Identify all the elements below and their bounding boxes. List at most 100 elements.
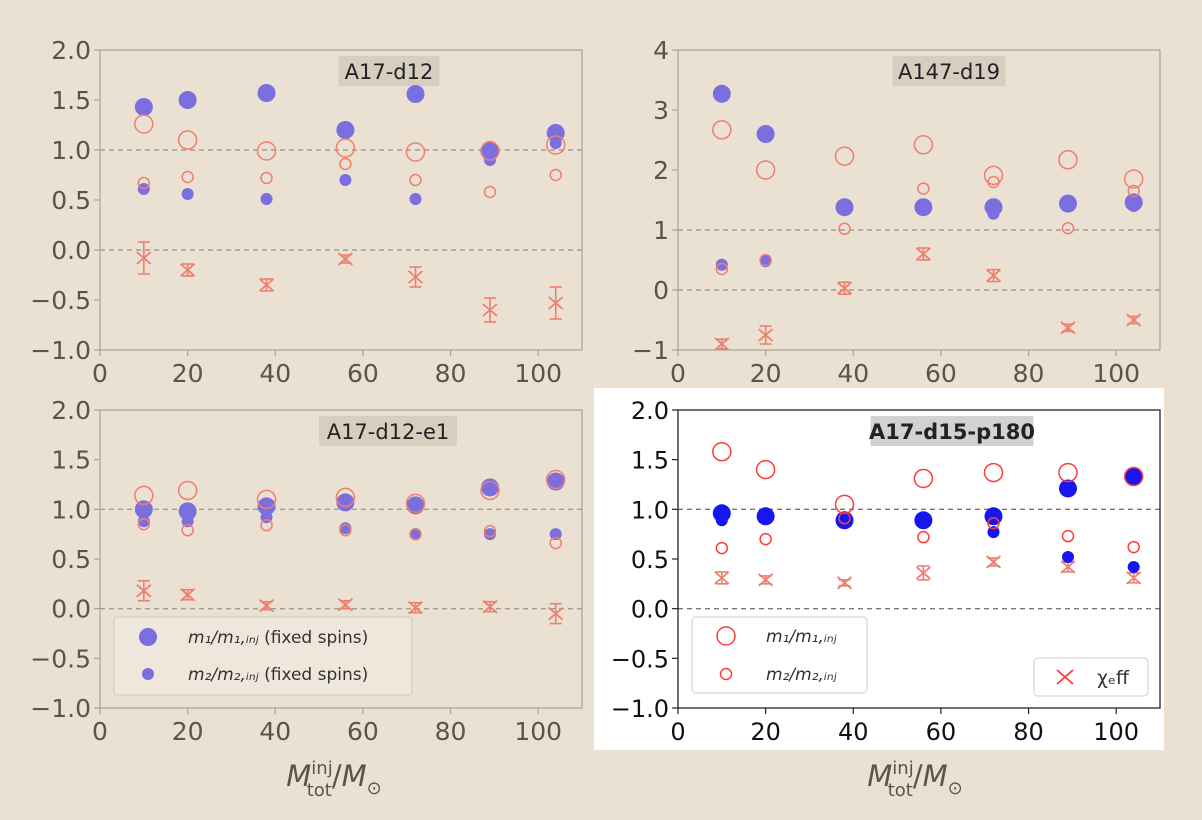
y-tick-label: 2 bbox=[653, 156, 669, 185]
chi-eff-point bbox=[180, 263, 196, 277]
m2-point bbox=[260, 171, 273, 185]
legend-frame bbox=[113, 616, 413, 696]
m2-point bbox=[409, 173, 422, 187]
legend-marker bbox=[716, 626, 736, 646]
x-tick-label: 20 bbox=[172, 717, 204, 746]
panel-title: A147-d19 bbox=[898, 60, 1000, 84]
y-tick-label: 1.0 bbox=[51, 136, 91, 165]
legend-label: m₁/m₁,ᵢₙⱼ bbox=[766, 627, 837, 647]
m2-fixed-point bbox=[339, 174, 352, 186]
axes-frame bbox=[99, 49, 583, 351]
title-box bbox=[319, 416, 457, 446]
y-tick-label: 0.5 bbox=[51, 186, 91, 215]
m2-point bbox=[409, 527, 422, 541]
m2-point bbox=[137, 517, 151, 531]
x-tick-label: 60 bbox=[347, 359, 379, 388]
legend-label: m₁/m₁,ᵢₙⱼ (fixed spins) bbox=[188, 628, 368, 648]
chi-eff-point bbox=[258, 599, 275, 613]
m1-fixed-point bbox=[756, 125, 775, 143]
m1-point bbox=[335, 138, 356, 158]
m2-fixed-point bbox=[181, 515, 194, 528]
legend: m₁/m₁,ᵢₙⱼ (fixed spins) m₂/m₂,ᵢₙⱼ (fixed … bbox=[113, 616, 413, 696]
m2-point bbox=[339, 523, 352, 537]
m2-point bbox=[917, 182, 930, 195]
chi-eff-point bbox=[337, 598, 353, 612]
x-tick-label: 80 bbox=[1013, 359, 1045, 388]
x-tick-label: 20 bbox=[750, 359, 782, 388]
m1-point bbox=[712, 120, 732, 140]
axes-frame bbox=[677, 49, 1161, 351]
panel-3: 0 20 40 60 80 100 −1.0 −0.5 0.0 0.5 1.0 1.5 2.0 A17-d… bbox=[30, 396, 583, 801]
m2-point bbox=[260, 518, 273, 532]
m2-fixed-point bbox=[759, 510, 772, 523]
chi-eff-point bbox=[714, 571, 730, 585]
x-tick-label: 20 bbox=[172, 359, 204, 388]
legend-label: m₂/m₂,ᵢₙⱼ bbox=[766, 665, 837, 685]
chi-eff-point bbox=[1126, 571, 1142, 585]
y-tick-label: 0 bbox=[653, 276, 669, 305]
m1-fixed-point bbox=[1124, 467, 1143, 486]
y-tick-label: 0.0 bbox=[631, 596, 669, 624]
y-tick-label: −1.0 bbox=[30, 336, 91, 365]
m2-point bbox=[715, 262, 729, 276]
chi-eff-point bbox=[1060, 321, 1076, 335]
x-axis-label: Minj tot/M⊙ bbox=[286, 758, 382, 801]
m2-point bbox=[483, 524, 497, 538]
title-box bbox=[892, 56, 1006, 86]
m1-point bbox=[755, 459, 776, 480]
panel-title: A17-d15-p180 bbox=[869, 420, 1035, 444]
x-tick-label: 0 bbox=[670, 718, 685, 746]
m2-point bbox=[987, 516, 1000, 530]
x-tick-label: 40 bbox=[837, 359, 869, 388]
m2-fixed-point bbox=[409, 528, 422, 541]
y-tick-label: 0.0 bbox=[51, 236, 91, 265]
m1-point bbox=[913, 135, 934, 155]
panel-1: 0 20 40 60 80 100 −1.0 −0.5 0.0 0.5 1.0 1.5 2.0 A17-d… bbox=[30, 36, 583, 388]
m1-point bbox=[177, 130, 198, 150]
x-tick-label: 60 bbox=[347, 717, 379, 746]
m2-point bbox=[838, 512, 851, 525]
y-tick-label: −1 bbox=[632, 336, 669, 365]
m1-point bbox=[256, 141, 277, 161]
m2-fixed-point bbox=[1127, 200, 1140, 212]
m1-point bbox=[134, 485, 154, 506]
m1-point bbox=[712, 441, 732, 462]
x-tick-label: 0 bbox=[92, 359, 108, 388]
m1-point bbox=[480, 480, 500, 501]
m2-point bbox=[549, 536, 562, 550]
panel-4: 0 20 40 60 80 100 −1.0 −0.5 0.0 0.5 1.0 1.5 2.0 A17-d… bbox=[594, 388, 1164, 801]
legend-marker bbox=[719, 667, 733, 681]
m1-fixed-point bbox=[1058, 479, 1077, 498]
chi-eff-point bbox=[836, 281, 853, 295]
title-box bbox=[338, 56, 440, 86]
y-tick-label: −0.5 bbox=[611, 645, 669, 673]
m1-fixed-point bbox=[134, 98, 153, 116]
m1-point bbox=[545, 135, 566, 155]
m1-point bbox=[335, 487, 356, 508]
chi-eff-point bbox=[548, 296, 564, 310]
y-tick-label: 0.5 bbox=[631, 546, 669, 574]
y-tick-label: 1.5 bbox=[631, 447, 669, 475]
y-tick-label: 2.0 bbox=[51, 396, 91, 425]
chi-eff-point bbox=[758, 573, 774, 587]
m1-fixed-point bbox=[257, 497, 276, 516]
m1-point bbox=[480, 141, 500, 161]
title-box bbox=[870, 416, 1034, 446]
chi-eff-point bbox=[758, 328, 774, 342]
x-tick-label: 40 bbox=[259, 359, 291, 388]
m2-point bbox=[181, 523, 194, 537]
y-tick-label: −0.5 bbox=[30, 286, 91, 315]
y-tick-label: 2.0 bbox=[51, 36, 91, 65]
m1-point bbox=[177, 480, 198, 501]
chi-eff-point bbox=[258, 278, 275, 292]
m2-fixed-point bbox=[987, 207, 1000, 220]
m2-fixed-point bbox=[838, 201, 851, 214]
m1-fixed-point bbox=[406, 85, 425, 103]
x-tick-label: 40 bbox=[259, 717, 291, 746]
m2-point bbox=[339, 157, 352, 171]
x-tick-label: 60 bbox=[925, 359, 957, 388]
chi-eff-point bbox=[985, 268, 1002, 283]
x-tick-label: 100 bbox=[1093, 718, 1139, 746]
m1-point bbox=[545, 469, 566, 490]
